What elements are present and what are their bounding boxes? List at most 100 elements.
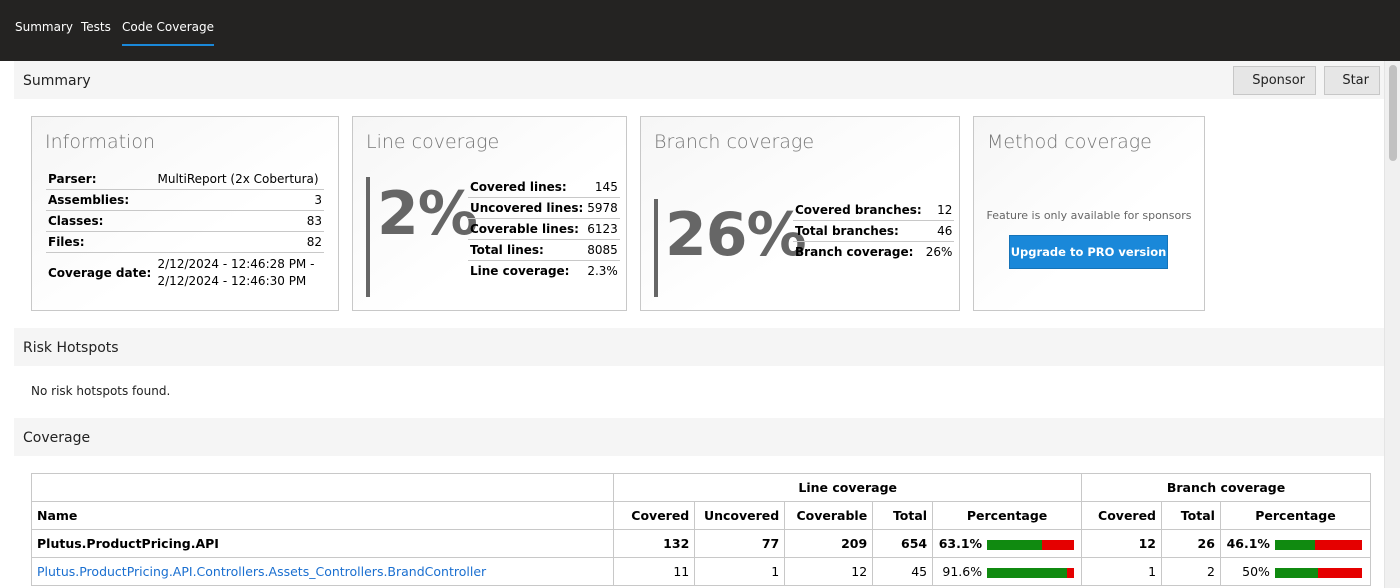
row-branch-percentage: 46.1% [1219, 529, 1372, 558]
method-coverage-title: Method coverage [987, 131, 1152, 153]
coverage-date-end: 2/12/2024 - 12:46:30 PM [157, 274, 307, 288]
col-covered[interactable]: Covered [613, 501, 696, 530]
star-button[interactable]: Star [1324, 66, 1380, 95]
info-value: 3 [314, 193, 322, 207]
branch-coverage-table: Covered branches: 12 Total branches: 46 Br… [793, 200, 955, 262]
branch-coverage-bar [654, 199, 658, 297]
stat-value: 6123 [587, 222, 618, 236]
tab-code-coverage[interactable]: Code Coverage [122, 20, 215, 46]
row-branch-total: 26 [1161, 529, 1221, 558]
col-percentage[interactable]: Percentage [932, 501, 1083, 530]
information-card: Information Parser: MultiReport (2x Cobe… [31, 116, 339, 311]
stat-value: 145 [594, 180, 618, 194]
information-title: Information [45, 131, 155, 153]
info-label: Assemblies: [48, 193, 130, 207]
info-label: Classes: [48, 214, 104, 228]
line-coverage-bar-mini [987, 567, 1075, 578]
group-line-coverage: Line coverage [613, 473, 1083, 502]
vertical-scrollbar[interactable] [1384, 61, 1400, 588]
col-branch-covered[interactable]: Covered [1081, 501, 1163, 530]
line-coverage-title: Line coverage [366, 131, 500, 153]
branch-percentage-text: 50% [1242, 564, 1270, 579]
stat-label: Total branches: [795, 224, 899, 238]
branch-coverage-title: Branch coverage [654, 131, 815, 153]
scrollbar-thumb[interactable] [1389, 65, 1397, 161]
info-row-classes: Classes: 83 [46, 211, 324, 232]
risk-section-header: Risk Hotspots [14, 328, 1384, 366]
line-coverage-table: Covered lines: 145 Uncovered lines: 5978 C… [468, 177, 620, 281]
covered-fill [1274, 539, 1316, 550]
branch-percentage-text: 46.1% [1226, 536, 1270, 551]
sponsor-button[interactable]: Sponsor [1233, 66, 1316, 95]
info-label: Parser: [48, 172, 97, 186]
table-row[interactable]: Plutus.ProductPricing.API.Controllers.As… [30, 557, 1372, 586]
covered-fill [1274, 567, 1319, 578]
upgrade-pro-button[interactable]: Upgrade to PRO version [1009, 235, 1168, 269]
group-branch-coverage: Branch coverage [1081, 473, 1371, 502]
stat-label: Coverable lines: [470, 222, 579, 236]
row-branch-percentage: 50% [1219, 557, 1372, 586]
info-label: Files: [48, 235, 85, 249]
stat-label: Line coverage: [470, 264, 570, 278]
col-coverable[interactable]: Coverable [784, 501, 874, 530]
line-percentage-text: 63.1% [938, 536, 983, 551]
row-name-cell: Plutus.ProductPricing.API.Controllers.As… [30, 557, 615, 586]
stat-value: 8085 [587, 243, 618, 257]
stat-label: Total lines: [470, 243, 544, 257]
col-name[interactable]: Name [30, 501, 615, 530]
line-coverage-percent: 2% [377, 179, 478, 249]
branch-coverage-percent: 26% [665, 200, 807, 270]
row-uncovered: 1 [694, 557, 786, 586]
info-row-parser: Parser: MultiReport (2x Cobertura) [46, 169, 324, 190]
stat-value: 2.3% [587, 264, 618, 278]
sponsor-only-note: Feature is only available for sponsors [986, 209, 1192, 222]
risk-message: No risk hotspots found. [31, 384, 171, 398]
row-name[interactable]: Plutus.ProductPricing.API [30, 529, 615, 558]
info-row-assemblies: Assemblies: 3 [46, 190, 324, 211]
group-blank [30, 473, 615, 502]
top-nav: Summary Tests Code Coverage [0, 0, 1400, 61]
covered-fill [987, 567, 1067, 578]
stat-label: Covered branches: [795, 203, 922, 217]
row-total: 654 [872, 529, 934, 558]
covered-fill [987, 539, 1042, 550]
tab-tests[interactable]: Tests [81, 20, 111, 34]
branch-coverage-bar-mini [1274, 567, 1362, 578]
summary-section-header: Summary [14, 61, 1384, 99]
info-value: MultiReport (2x Cobertura) [157, 172, 319, 186]
col-uncovered[interactable]: Uncovered [694, 501, 786, 530]
row-uncovered: 77 [694, 529, 786, 558]
info-value: 82 [306, 235, 322, 249]
stat-value: 26% [925, 245, 953, 259]
coverage-heading: Coverage [23, 430, 91, 446]
line-percentage-text: 91.6% [942, 564, 983, 579]
summary-heading: Summary [23, 73, 91, 89]
info-value: 2/12/2024 - 12:46:28 PM - 2/12/2024 - 12… [156, 253, 325, 294]
col-branch-percentage[interactable]: Percentage [1219, 501, 1372, 530]
stat-label: Branch coverage: [795, 245, 914, 259]
coverage-date-start: 2/12/2024 - 12:46:28 PM - [157, 257, 315, 271]
row-line-percentage: 91.6% [932, 557, 1083, 586]
row-branch-covered: 12 [1081, 529, 1163, 558]
col-branch-total[interactable]: Total [1161, 501, 1221, 530]
stat-value: 12 [937, 203, 953, 217]
row-covered: 11 [613, 557, 696, 586]
class-link[interactable]: Plutus.ProductPricing.API.Controllers.As… [37, 564, 487, 579]
row-coverable: 12 [784, 557, 874, 586]
table-row[interactable]: Plutus.ProductPricing.API 132 77 209 654… [30, 529, 1372, 558]
main-content: Summary Sponsor Star Information Parser:… [0, 61, 1400, 588]
coverage-column-header: Name Covered Uncovered Coverable Total P… [30, 501, 1372, 530]
row-coverable: 209 [784, 529, 874, 558]
info-row-coverage-date: Coverage date: 2/12/2024 - 12:46:28 PM -… [46, 253, 324, 294]
row-covered: 132 [613, 529, 696, 558]
method-coverage-card: Method coverage Feature is only availabl… [973, 116, 1205, 311]
stat-value: 5978 [587, 201, 618, 215]
tab-summary[interactable]: Summary [15, 20, 73, 34]
info-value: 83 [306, 214, 322, 228]
stat-label: Uncovered lines: [470, 201, 584, 215]
stat-value: 46 [937, 224, 953, 238]
line-coverage-bar [366, 177, 370, 297]
col-total[interactable]: Total [872, 501, 934, 530]
branch-coverage-bar-mini [1274, 539, 1362, 550]
info-row-files: Files: 82 [46, 232, 324, 253]
